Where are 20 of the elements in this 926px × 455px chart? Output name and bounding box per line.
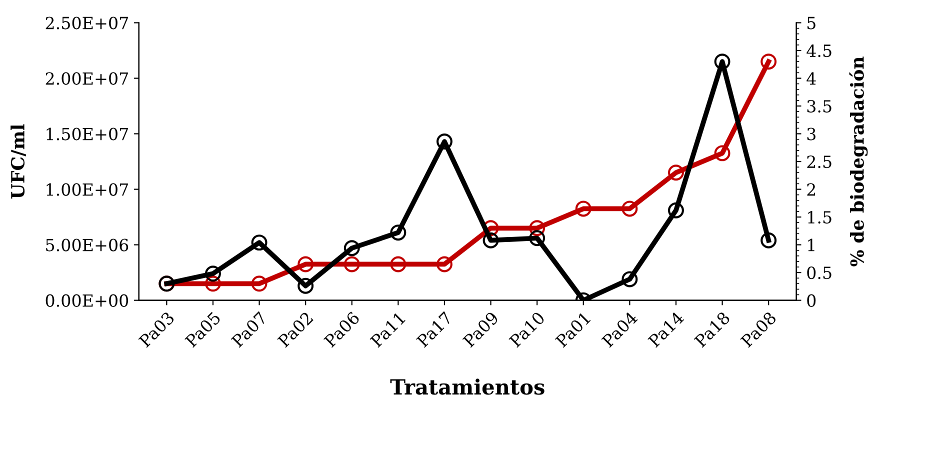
- y2-tick-label: 2.5: [807, 155, 832, 168]
- y2-axis-title: % de biodegradación: [849, 56, 868, 266]
- y-tick-label: 1.00E+07: [46, 183, 128, 196]
- y2-tick-label: 0: [807, 294, 816, 307]
- y2-tick-label: 1: [808, 238, 814, 252]
- y2-tick-label: 4: [806, 72, 816, 85]
- y2-tick-label: 3.5: [807, 100, 832, 113]
- y2-tick-label: 4.5: [806, 44, 832, 58]
- y2-tick-label: 3: [807, 128, 816, 140]
- y2-tick-label: 2: [807, 183, 816, 196]
- y-tick-label: 5.00E+06: [46, 238, 128, 252]
- y2-tick-label: 0.5: [807, 266, 832, 280]
- y-tick-label: 2.50E+07: [46, 16, 128, 30]
- y-tick-label: 2.00E+07: [46, 72, 128, 85]
- y-tick-label: 1.50E+07: [46, 128, 128, 140]
- y2-tick-label: 1.5: [808, 210, 832, 224]
- x-axis-title: Tratamientos: [390, 378, 544, 395]
- y2-tick-label: 5: [808, 16, 816, 30]
- y-axis-title: UFC/ml: [10, 124, 26, 199]
- y-tick-label: 0.00E+00: [46, 294, 128, 307]
